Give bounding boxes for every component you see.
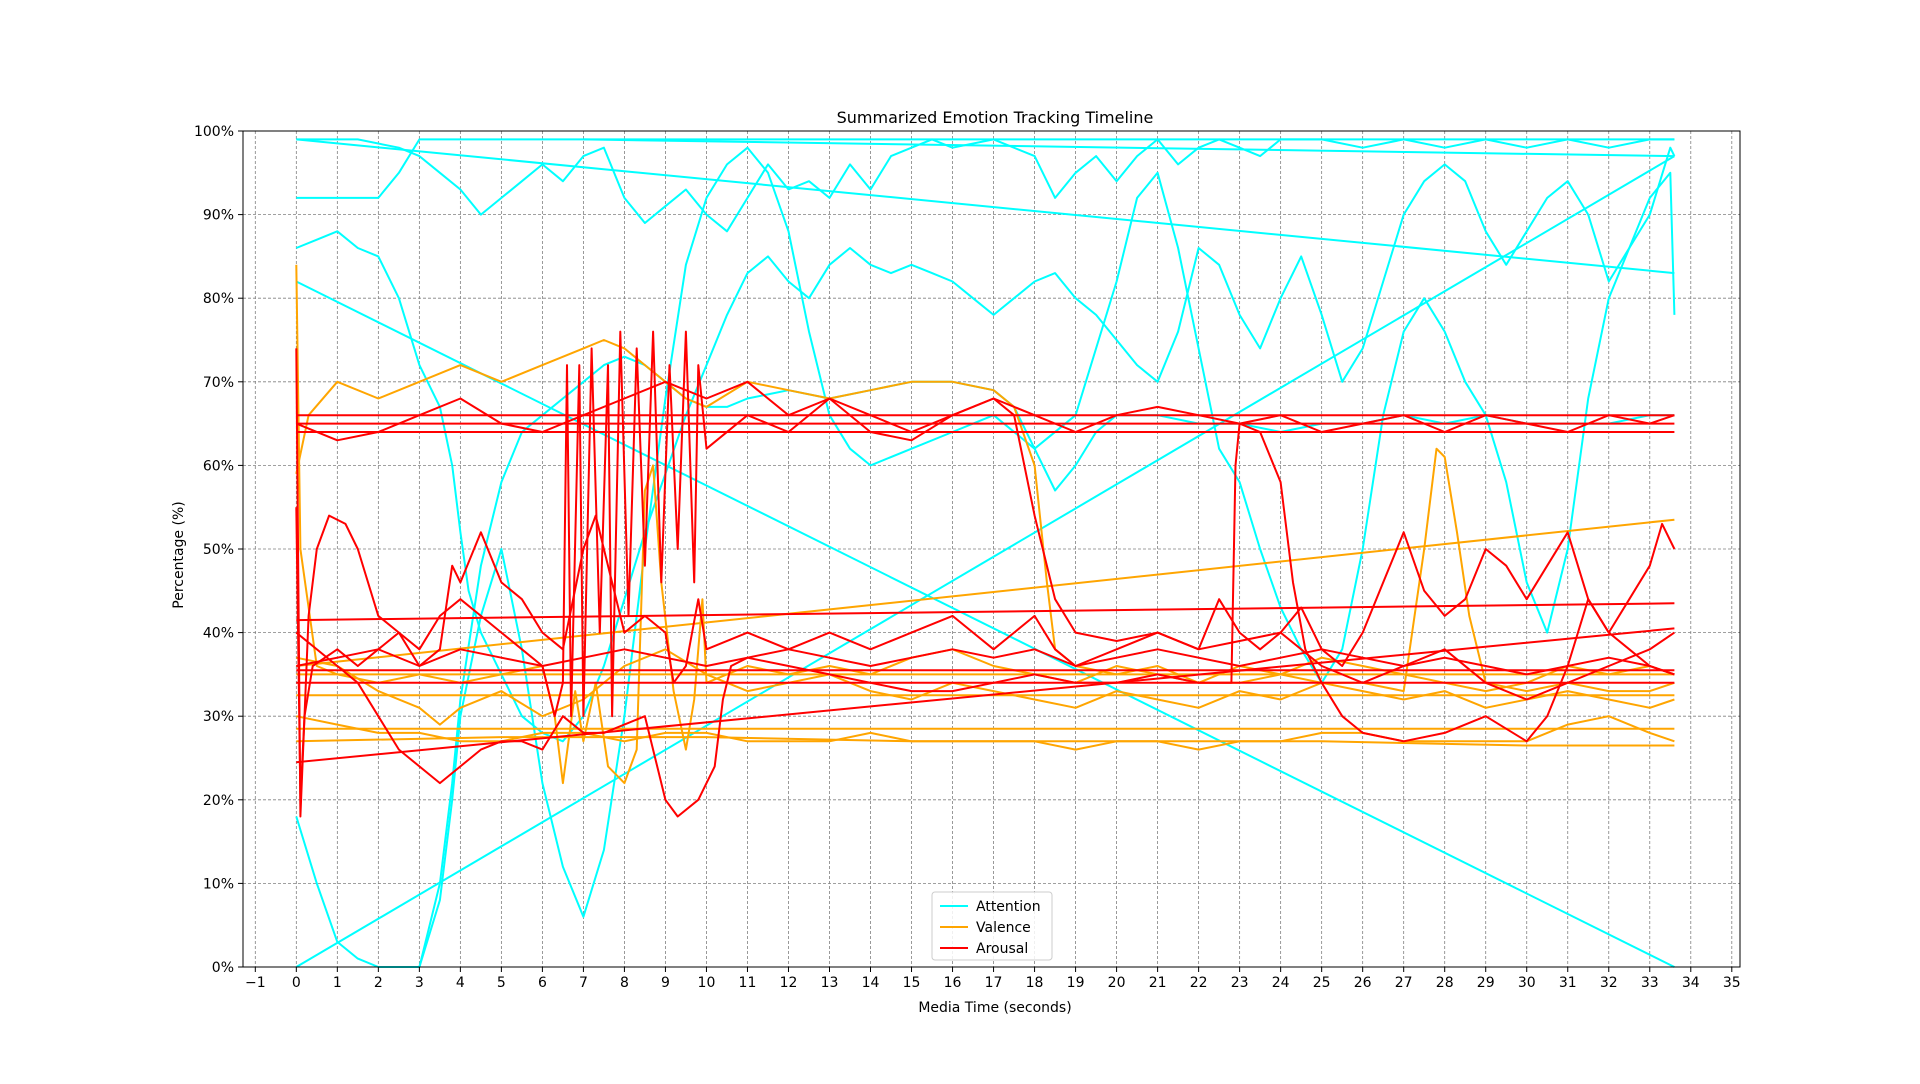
x-tick-label: 8 — [620, 975, 629, 991]
y-tick-label: 90% — [203, 208, 234, 224]
x-tick-label: 0 — [292, 975, 301, 991]
series-line-valence — [296, 518, 1675, 667]
x-tick-label: 32 — [1600, 975, 1618, 991]
y-tick-label: 40% — [203, 626, 234, 642]
legend-box — [931, 891, 1053, 961]
legend: Attention Valence Arousal — [931, 891, 1053, 961]
x-tick-label: 27 — [1395, 975, 1413, 991]
series-line-attention — [418, 146, 1676, 968]
x-tick-label: 9 — [661, 975, 670, 991]
x-tick-label: 7 — [579, 975, 588, 991]
x-tick-label: 34 — [1682, 975, 1700, 991]
x-tick-label: 31 — [1559, 975, 1577, 991]
legend-label: Arousal — [976, 941, 1028, 957]
legend-label: Valence — [976, 920, 1031, 936]
series-line-arousal — [296, 627, 1675, 764]
x-tick-label: 28 — [1436, 975, 1454, 991]
series-line-valence — [295, 339, 1675, 693]
x-tick-label: 10 — [698, 975, 716, 991]
x-tick-label: 22 — [1190, 975, 1208, 991]
x-tick-label: 4 — [456, 975, 465, 991]
y-tick-label: 80% — [203, 291, 234, 307]
x-tick-label: 35 — [1723, 975, 1741, 991]
x-axis-label: Media Time (seconds) — [918, 1000, 1071, 1016]
x-tick-label: 30 — [1518, 975, 1536, 991]
y-tick-label: 20% — [203, 793, 234, 809]
x-tick-label: 24 — [1272, 975, 1290, 991]
x-tick-label: 6 — [538, 975, 547, 991]
x-tick-label: 12 — [780, 975, 798, 991]
series-line-attention — [295, 163, 1676, 743]
x-tick-label: 5 — [497, 975, 506, 991]
x-tick-label: 17 — [985, 975, 1003, 991]
x-tick-label: 26 — [1354, 975, 1372, 991]
y-axis-label: Percentage (%) — [171, 501, 187, 608]
x-tick-label: 3 — [415, 975, 424, 991]
y-tick-label: 100% — [194, 124, 234, 140]
y-tick-label: 10% — [203, 876, 234, 892]
x-tick-label: 29 — [1477, 975, 1495, 991]
series-line-valence — [296, 736, 1675, 747]
series-line-attention — [296, 138, 1675, 199]
x-tick-label: 33 — [1641, 975, 1659, 991]
y-tick-label: 50% — [203, 542, 234, 558]
x-tick-label: 16 — [944, 975, 962, 991]
series-line-attention — [295, 280, 1675, 968]
series-line-attention — [583, 138, 1675, 158]
x-tick-label: 2 — [374, 975, 383, 991]
x-tick-label: 13 — [821, 975, 839, 991]
x-tick-label: 1 — [333, 975, 342, 991]
x-tick-label: 18 — [1026, 975, 1044, 991]
x-tick-label: 14 — [862, 975, 880, 991]
x-tick-label: 21 — [1149, 975, 1167, 991]
chart-title: Summarized Emotion Tracking Timeline — [837, 108, 1154, 127]
x-tick-label: 23 — [1231, 975, 1249, 991]
y-tick-label: 0% — [212, 960, 234, 976]
series-line-attention — [296, 138, 1675, 233]
series-line-arousal — [296, 602, 1675, 622]
series-arousal — [295, 330, 1676, 818]
y-tick-label: 60% — [203, 458, 234, 474]
plot-area — [295, 138, 1676, 968]
x-tick-label: 25 — [1313, 975, 1331, 991]
axis-ticks: −1 0 1 2 3 4 5 6 7 8 9 10 11 12 13 14 15 16 17 18 19 20 21 22 23… — [194, 124, 1741, 991]
x-tick-label: 11 — [739, 975, 757, 991]
x-tick-label: 15 — [903, 975, 921, 991]
y-tick-label: 70% — [203, 375, 234, 391]
series-line-attention — [295, 155, 1675, 968]
x-tick-label: 19 — [1067, 975, 1085, 991]
legend-label: Attention — [976, 899, 1041, 915]
y-tick-label: 30% — [203, 709, 234, 725]
x-tick-label: −1 — [245, 975, 266, 991]
series-line-attention — [296, 138, 1675, 275]
series-line-arousal — [295, 348, 1676, 818]
x-tick-label: 20 — [1108, 975, 1126, 991]
